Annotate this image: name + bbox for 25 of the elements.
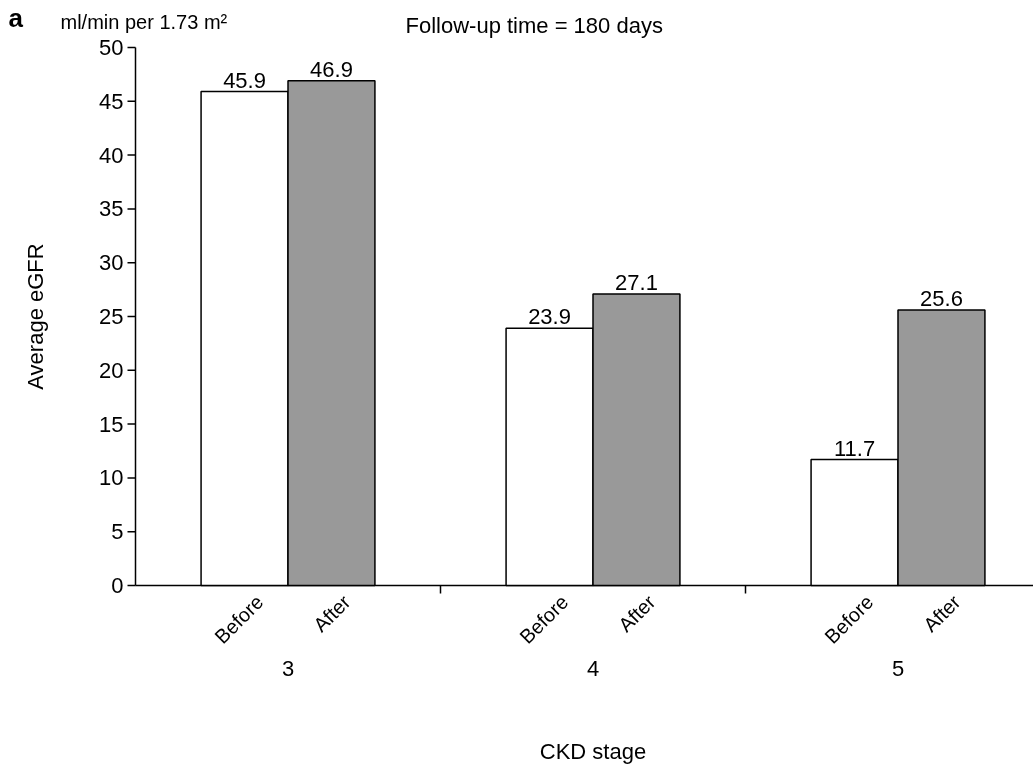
y-tick-label: 20 [99,357,124,383]
text: a [8,2,24,33]
y-tick-label: 15 [99,411,124,437]
data-label: 27.1 [615,269,658,295]
data-label: 25.6 [920,286,963,312]
y-tick-label: 25 [99,304,124,329]
data-label: 45.9 [223,67,266,93]
y-tick-label: 45 [99,88,124,114]
y-tick-label: 10 [99,465,124,491]
y-tick-label: 50 [99,35,124,60]
y-axis-title: Average eGFR [23,243,48,390]
x-axis-title: CKD stage [539,738,647,764]
y-tick-label: 0 [111,573,124,598]
x-tick-label: 5 [891,655,905,681]
text: Follow-up time = 180 days [405,12,663,38]
y-tick-label: 30 [99,250,124,276]
y-tick-label: 40 [99,142,124,168]
data-label: 11.7 [833,435,876,461]
data-label: 46.9 [310,56,353,82]
data-label: 23.9 [528,304,571,330]
y-tick-label: 5 [111,519,124,545]
x-tick-label: 3 [281,655,295,681]
x-tick-label: 4 [586,655,600,681]
text: ml/min per 1.73 m² [60,10,228,33]
y-tick-label: 35 [99,196,124,222]
